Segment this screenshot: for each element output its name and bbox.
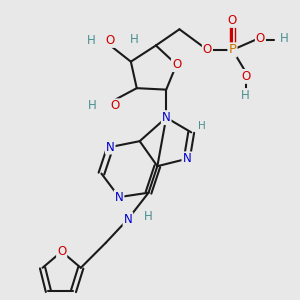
Text: H: H	[241, 89, 250, 102]
Text: O: O	[110, 99, 119, 112]
Text: N: N	[182, 152, 191, 165]
Text: P: P	[228, 44, 236, 56]
Text: H: H	[198, 122, 206, 131]
Text: O: O	[256, 32, 265, 45]
Text: N: N	[162, 111, 171, 124]
Text: H: H	[129, 33, 138, 46]
Text: H: H	[88, 99, 97, 112]
Text: O: O	[241, 70, 250, 83]
Text: O: O	[172, 58, 181, 71]
Text: O: O	[228, 14, 237, 27]
Text: O: O	[57, 245, 66, 258]
Text: O: O	[106, 34, 115, 47]
Text: H: H	[87, 34, 95, 47]
Text: N: N	[124, 213, 132, 226]
Text: H: H	[144, 210, 153, 223]
Text: N: N	[115, 190, 124, 204]
Text: O: O	[203, 44, 212, 56]
Text: N: N	[106, 141, 115, 154]
Text: H: H	[280, 32, 288, 45]
